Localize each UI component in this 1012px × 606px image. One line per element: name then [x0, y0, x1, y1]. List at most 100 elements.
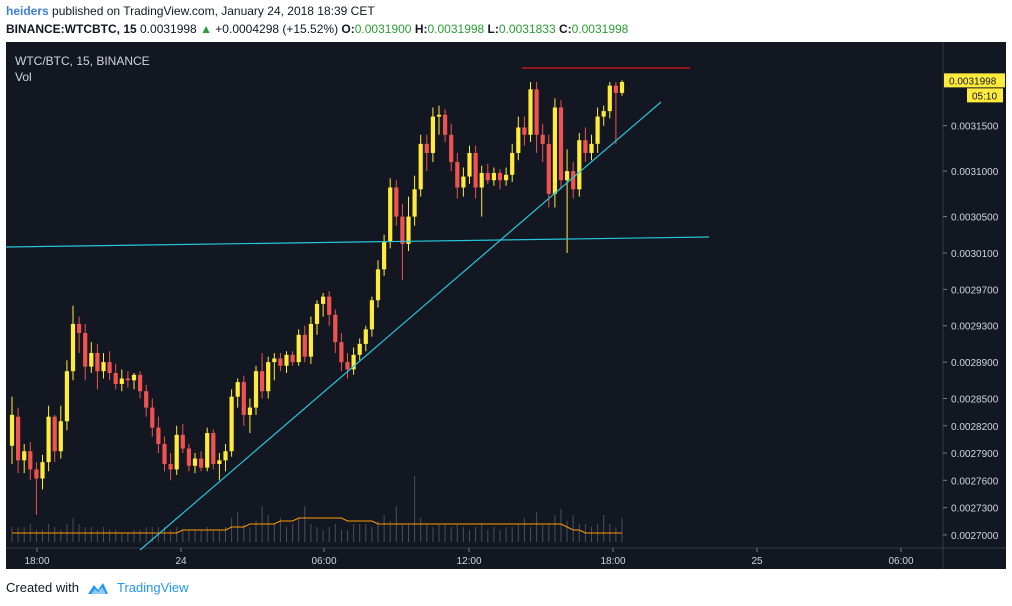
bullish-candle[interactable] — [516, 127, 521, 153]
bullish-candle[interactable] — [235, 382, 240, 397]
bullish-candle[interactable] — [382, 242, 387, 270]
bullish-candle[interactable] — [174, 434, 179, 470]
candlestick-chart[interactable]: 0.0031500 0.0031000 0.0030500 0.0030100 0.00… — [6, 42, 1006, 569]
bullish-candle[interactable] — [510, 152, 515, 175]
bullish-candle[interactable] — [436, 114, 442, 117]
bullish-candle[interactable] — [9, 414, 15, 446]
bearish-candle[interactable] — [260, 371, 265, 392]
bearish-candle[interactable] — [138, 374, 143, 392]
bullish-candle[interactable] — [131, 374, 137, 381]
bearish-candle[interactable] — [278, 358, 283, 366]
bearish-candle[interactable] — [485, 172, 490, 181]
bullish-candle[interactable] — [272, 358, 277, 363]
bullish-candle[interactable] — [412, 189, 417, 217]
bearish-candle[interactable] — [443, 114, 448, 135]
bearish-candle[interactable] — [302, 334, 307, 357]
bearish-candle[interactable] — [83, 333, 88, 367]
bearish-candle[interactable] — [28, 451, 33, 470]
bullish-candle[interactable] — [192, 458, 198, 466]
bullish-candle[interactable] — [46, 416, 51, 463]
bullish-candle[interactable] — [589, 143, 594, 153]
bullish-candle[interactable] — [565, 171, 570, 181]
bullish-candle[interactable] — [205, 433, 210, 468]
bullish-candle[interactable] — [314, 303, 320, 324]
bullish-candle[interactable] — [607, 85, 612, 112]
bullish-candle[interactable] — [388, 187, 393, 243]
bullish-candle[interactable] — [528, 89, 533, 135]
bearish-candle[interactable] — [107, 362, 112, 374]
bearish-candle[interactable] — [613, 85, 618, 93]
bearish-candle[interactable] — [333, 314, 338, 343]
bullish-candle[interactable] — [351, 354, 356, 370]
bullish-candle[interactable] — [619, 82, 625, 93]
bullish-candle[interactable] — [70, 323, 76, 372]
bearish-candle[interactable] — [34, 469, 39, 479]
bullish-candle[interactable] — [321, 296, 326, 304]
bearish-candle[interactable] — [180, 434, 185, 449]
bearish-candle[interactable] — [199, 458, 204, 468]
author-link[interactable]: heiders — [6, 4, 49, 18]
bearish-candle[interactable] — [339, 342, 344, 363]
bearish-candle[interactable] — [125, 378, 130, 381]
bullish-candle[interactable] — [247, 407, 252, 415]
bearish-candle[interactable] — [162, 443, 167, 464]
bearish-candle[interactable] — [540, 134, 545, 144]
bullish-candle[interactable] — [577, 140, 582, 190]
bullish-candle[interactable] — [217, 460, 222, 464]
bullish-candle[interactable] — [491, 172, 496, 181]
bullish-candle[interactable] — [284, 354, 289, 366]
bearish-candle[interactable] — [473, 152, 478, 188]
bullish-candle[interactable] — [296, 334, 301, 363]
bearish-candle[interactable] — [583, 140, 588, 153]
bullish-candle[interactable] — [40, 462, 45, 479]
tradingview-brand-link[interactable]: TradingView — [116, 580, 189, 595]
bullish-candle[interactable] — [467, 152, 472, 177]
bearish-candle[interactable] — [186, 448, 191, 466]
bearish-candle[interactable] — [290, 354, 295, 363]
bearish-candle[interactable] — [113, 373, 118, 384]
bullish-candle[interactable] — [101, 362, 106, 372]
bullish-candle[interactable] — [461, 176, 466, 188]
bearish-candle[interactable] — [345, 362, 350, 370]
bearish-candle[interactable] — [77, 323, 82, 334]
bullish-candle[interactable] — [595, 116, 600, 144]
bullish-candle[interactable] — [357, 343, 362, 355]
bearish-candle[interactable] — [327, 296, 332, 315]
bearish-candle[interactable] — [546, 143, 551, 194]
bullish-candle[interactable] — [504, 174, 509, 181]
bullish-candle[interactable] — [430, 116, 435, 153]
bullish-candle[interactable] — [308, 323, 313, 357]
bullish-candle[interactable] — [375, 269, 381, 301]
bearish-candle[interactable] — [558, 107, 564, 181]
bearish-candle[interactable] — [571, 171, 576, 190]
bearish-candle[interactable] — [449, 134, 454, 163]
bullish-candle[interactable] — [253, 371, 259, 408]
bearish-candle[interactable] — [168, 463, 173, 470]
bullish-candle[interactable] — [89, 353, 94, 367]
bearish-candle[interactable] — [144, 391, 149, 408]
bearish-candle[interactable] — [156, 427, 161, 444]
bullish-candle[interactable] — [58, 421, 63, 452]
bearish-candle[interactable] — [424, 143, 429, 153]
bullish-candle[interactable] — [266, 362, 271, 392]
rising-trendline[interactable] — [139, 101, 662, 551]
bullish-candle[interactable] — [64, 371, 69, 422]
bearish-candle[interactable] — [400, 216, 405, 244]
bearish-candle[interactable] — [522, 127, 527, 135]
chart-area[interactable]: 0.0031500 0.0031000 0.0030500 0.0030100 0.00… — [6, 42, 1006, 569]
bullish-candle[interactable] — [601, 111, 606, 117]
bullish-candle[interactable] — [229, 396, 234, 452]
support-trendline[interactable] — [6, 236, 710, 248]
bullish-candle[interactable] — [479, 172, 484, 188]
bullish-candle[interactable] — [119, 378, 124, 384]
bullish-candle[interactable] — [22, 451, 27, 461]
bearish-candle[interactable] — [150, 407, 155, 428]
bearish-candle[interactable] — [497, 172, 503, 181]
bearish-candle[interactable] — [455, 162, 460, 188]
bearish-candle[interactable] — [16, 416, 21, 461]
bearish-candle[interactable] — [534, 89, 539, 135]
bearish-candle[interactable] — [52, 416, 57, 452]
bullish-candle[interactable] — [223, 451, 228, 461]
bullish-candle[interactable] — [363, 329, 368, 344]
bearish-candle[interactable] — [394, 187, 399, 217]
